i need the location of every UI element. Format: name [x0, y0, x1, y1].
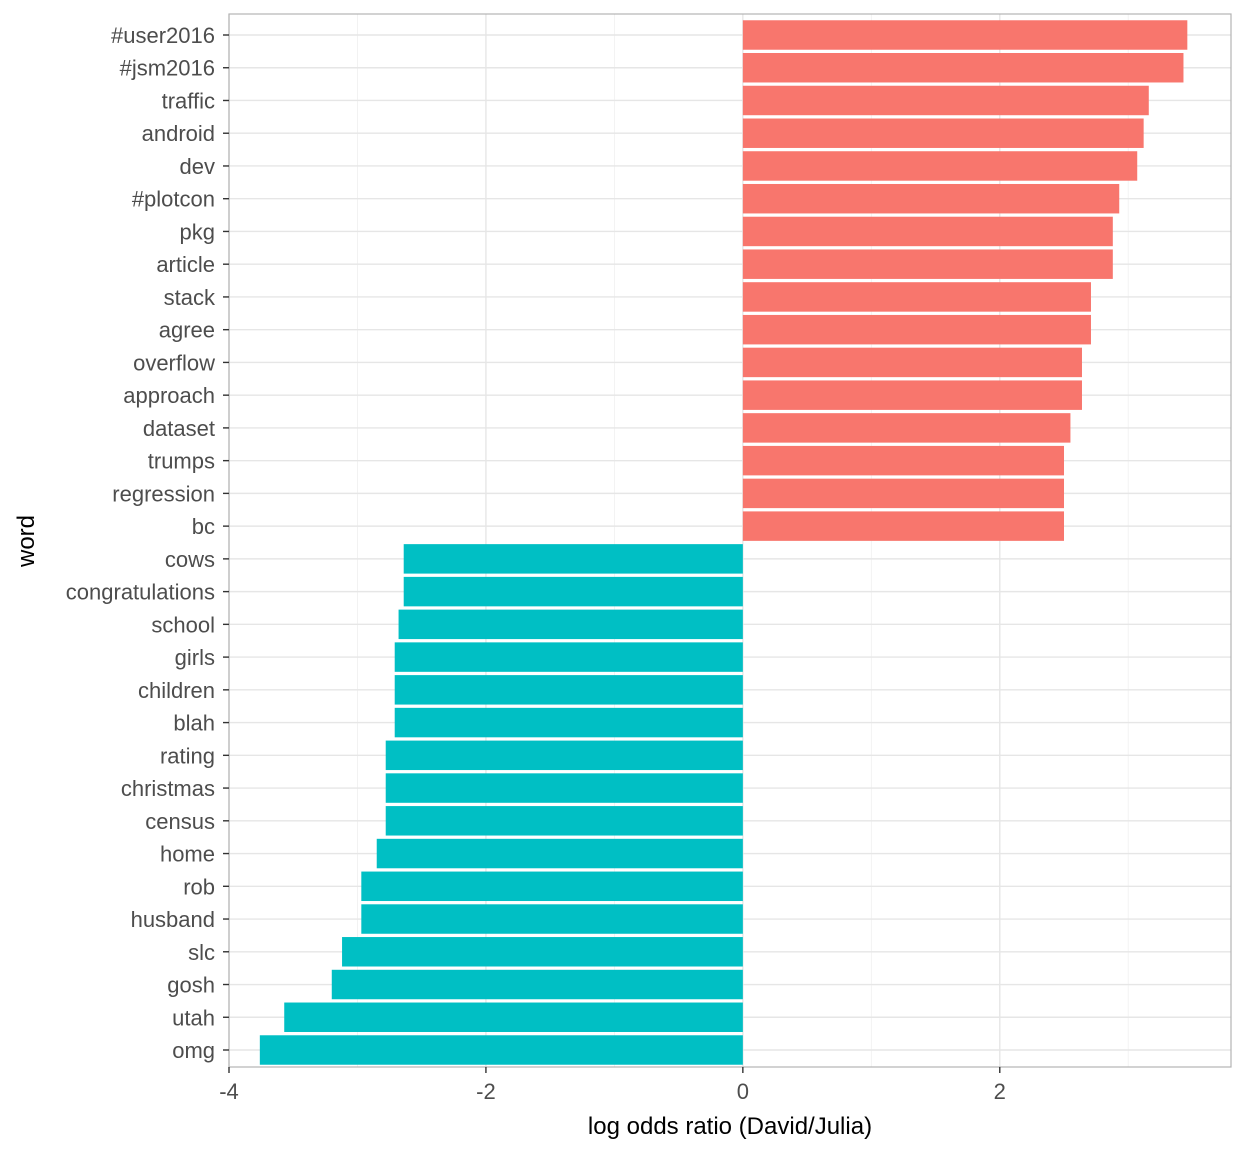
y-tick-label: gosh: [167, 973, 215, 998]
y-tick-label: #jsm2016: [120, 56, 215, 81]
y-tick-label: dev: [180, 154, 215, 179]
x-tick-label: -4: [219, 1079, 239, 1104]
bar-slc: [342, 937, 743, 967]
bar-dev: [742, 151, 1138, 181]
x-axis: -4 -2 0 2: [219, 1067, 1006, 1104]
y-tick-label: regression: [112, 481, 215, 506]
bar-christmas: [385, 773, 743, 803]
y-tick-label: trumps: [148, 449, 215, 474]
x-tick-label: -2: [476, 1079, 496, 1104]
bars: [259, 20, 1188, 1065]
y-tick-label: stack: [164, 285, 216, 310]
bar-user2016: [742, 20, 1188, 50]
bar-trumps: [742, 445, 1064, 476]
bar-stack: [742, 282, 1091, 312]
bar-home: [376, 838, 743, 869]
y-tick-label: rob: [183, 874, 215, 899]
y-tick-label: slc: [188, 940, 215, 965]
bar-congratulations: [403, 576, 743, 607]
x-tick-label: 2: [994, 1079, 1006, 1104]
y-tick-label: cows: [165, 547, 215, 572]
y-tick-label: congratulations: [66, 580, 215, 605]
x-axis-title: log odds ratio (David/Julia): [588, 1113, 872, 1140]
y-tick-label: agree: [159, 318, 215, 343]
y-tick-label: rating: [160, 743, 215, 768]
y-tick-label: school: [151, 612, 215, 637]
y-tick-label: bc: [192, 514, 215, 539]
bar-cows: [403, 544, 743, 574]
bar-dataset: [742, 413, 1071, 443]
y-axis-title: word: [13, 515, 40, 568]
bar-census: [385, 806, 743, 836]
bar-omg: [259, 1035, 743, 1065]
y-tick-label: girls: [175, 645, 215, 670]
y-tick-label: dataset: [143, 416, 215, 441]
bar-traffic: [742, 85, 1149, 116]
y-tick-label: pkg: [180, 219, 215, 244]
bar-utah: [284, 1002, 743, 1032]
y-tick-label: blah: [173, 711, 215, 736]
y-tick-label: children: [138, 678, 215, 703]
bar-article: [742, 249, 1113, 279]
bar-husband: [361, 904, 743, 934]
bar-blah: [394, 707, 743, 738]
bar-agree: [742, 314, 1091, 345]
y-tick-label: android: [142, 121, 215, 146]
y-tick-label: traffic: [162, 88, 215, 113]
y-tick-label: approach: [123, 383, 215, 408]
y-tick-label: omg: [172, 1038, 215, 1063]
bar-overflow: [742, 347, 1082, 378]
bar-children: [394, 675, 743, 705]
bar-rob: [361, 871, 743, 902]
bar-bc: [742, 511, 1064, 541]
y-tick-label: utah: [172, 1005, 215, 1030]
bar-gosh: [331, 969, 743, 1000]
y-tick-label: home: [160, 842, 215, 867]
x-tick-label: 0: [737, 1079, 749, 1104]
bar-plotcon: [742, 183, 1120, 214]
y-tick-label: christmas: [121, 776, 215, 801]
bar-jsm2016: [742, 53, 1184, 83]
bar-rating: [385, 740, 743, 771]
bar-android: [742, 118, 1144, 148]
y-tick-label: overflow: [133, 350, 215, 375]
y-tick-label: #user2016: [111, 23, 215, 48]
panel-border: [228, 13, 1232, 1068]
y-tick-label: #plotcon: [132, 187, 215, 212]
bar-regression: [742, 478, 1064, 509]
y-tick-label: census: [145, 809, 215, 834]
y-tick-label: article: [156, 252, 215, 277]
bar-approach: [742, 380, 1082, 410]
y-tick-label: husband: [131, 907, 215, 932]
y-axis: #user2016 #jsm2016 traffic android dev #plotc…: [66, 23, 229, 1063]
bar-pkg: [742, 216, 1113, 247]
bar-school: [398, 609, 743, 640]
bar-girls: [394, 642, 743, 672]
